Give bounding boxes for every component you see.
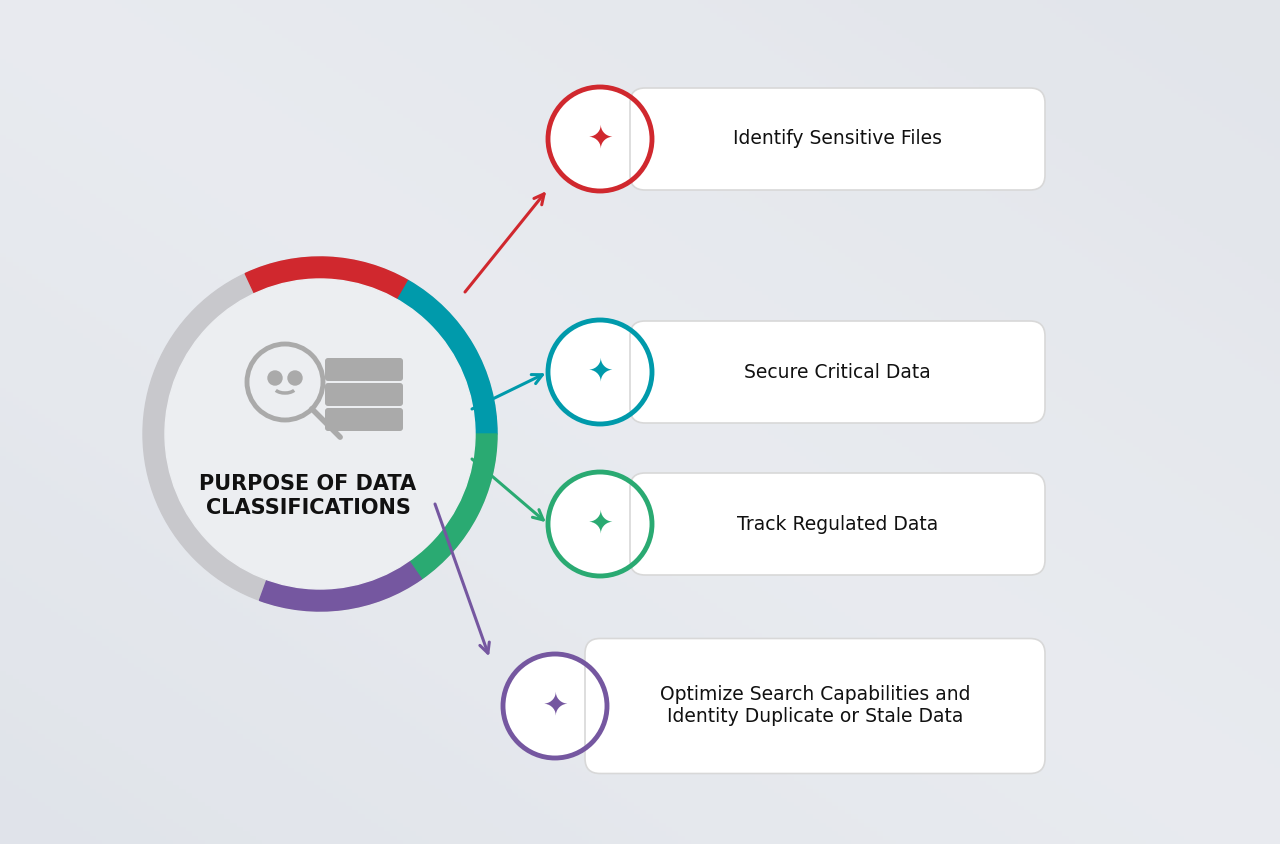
Wedge shape <box>408 434 497 579</box>
FancyArrowPatch shape <box>465 194 544 292</box>
Wedge shape <box>398 281 497 434</box>
Text: PURPOSE OF DATA
CLASSIFICATIONS: PURPOSE OF DATA CLASSIFICATIONS <box>200 474 416 517</box>
Text: ✦: ✦ <box>588 510 613 538</box>
FancyArrowPatch shape <box>472 375 543 409</box>
FancyBboxPatch shape <box>585 639 1044 773</box>
FancyBboxPatch shape <box>325 383 403 406</box>
Text: Secure Critical Data: Secure Critical Data <box>744 363 931 381</box>
Circle shape <box>503 654 607 758</box>
Text: ✦: ✦ <box>588 358 613 387</box>
Text: Track Regulated Data: Track Regulated Data <box>737 515 938 533</box>
FancyBboxPatch shape <box>630 88 1044 190</box>
Wedge shape <box>246 257 408 300</box>
FancyBboxPatch shape <box>325 358 403 381</box>
Text: ✦: ✦ <box>543 691 568 721</box>
Circle shape <box>548 472 652 576</box>
Text: Identify Sensitive Files: Identify Sensitive Files <box>733 129 942 149</box>
Wedge shape <box>260 561 421 611</box>
FancyArrowPatch shape <box>435 504 489 653</box>
Text: ✦: ✦ <box>588 125 613 154</box>
Text: Optimize Search Capabilities and
Identity Duplicate or Stale Data: Optimize Search Capabilities and Identit… <box>659 685 970 727</box>
FancyBboxPatch shape <box>325 408 403 431</box>
Circle shape <box>268 371 282 385</box>
FancyBboxPatch shape <box>630 321 1044 423</box>
Circle shape <box>143 257 497 611</box>
Circle shape <box>165 279 475 589</box>
Circle shape <box>548 87 652 191</box>
FancyArrowPatch shape <box>472 459 543 520</box>
Circle shape <box>288 371 302 385</box>
Circle shape <box>548 320 652 424</box>
FancyBboxPatch shape <box>630 473 1044 575</box>
